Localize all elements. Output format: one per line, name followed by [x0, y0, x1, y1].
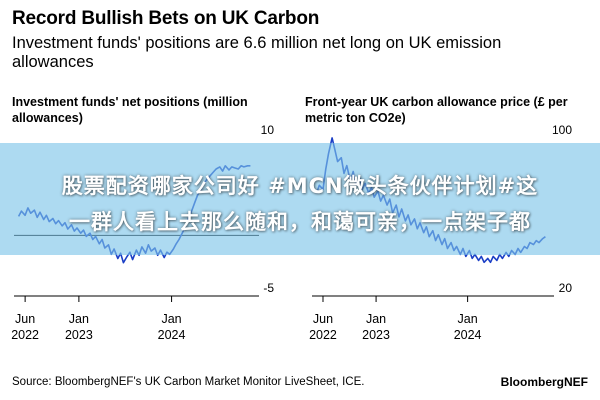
chart-subtitle: Investment funds' positions are 6.6 mill… — [12, 34, 502, 71]
x-tick-label-month: Jan — [161, 312, 181, 326]
y-tick-label: 100 — [552, 123, 572, 137]
x-tick-label-year: 2024 — [454, 328, 482, 342]
x-tick-label-month: Jan — [69, 312, 89, 326]
panel-left-title: Investment funds' net positions (million… — [12, 95, 248, 125]
x-tick-label-year: 2023 — [362, 328, 390, 342]
panel-right-title: Front-year UK carbon allowance price (£ … — [305, 95, 568, 125]
chart-title: Record Bullish Bets on UK Carbon — [12, 8, 320, 29]
watermark-text-line-1: 股票配资哪家公司好 #MCN微头条伙伴计划#这 — [61, 174, 539, 198]
x-tick-label-year: 2023 — [65, 328, 93, 342]
watermark-text-line-2: 一群人看上去那么随和，和蔼可亲，一点架子都 — [69, 210, 531, 234]
source-note: Source: BloombergNEF's UK Carbon Market … — [12, 376, 365, 388]
x-tick-label-month: Jun — [15, 312, 35, 326]
x-tick-label-year: 2022 — [309, 328, 337, 342]
x-tick-label-month: Jan — [458, 312, 478, 326]
watermark-banner — [0, 143, 600, 255]
y-tick-label: -5 — [263, 281, 274, 295]
y-tick-label: 10 — [261, 123, 275, 137]
brand-logo: BloombergNEF — [500, 375, 588, 389]
x-tick-label-year: 2022 — [11, 328, 39, 342]
x-tick-label-year: 2024 — [158, 328, 186, 342]
x-tick-label-month: Jun — [313, 312, 333, 326]
y-tick-label: 20 — [559, 281, 573, 295]
x-tick-label-month: Jan — [366, 312, 386, 326]
